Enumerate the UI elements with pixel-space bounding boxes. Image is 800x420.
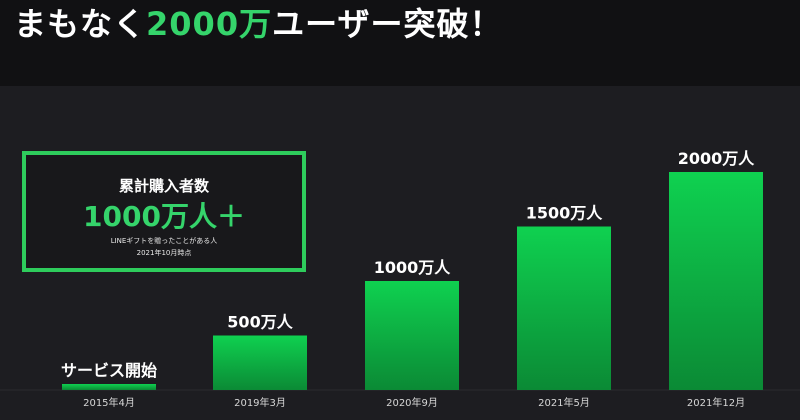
bar-1 bbox=[62, 384, 156, 390]
data-label-5: 2000万人 bbox=[678, 149, 756, 168]
x-tick-label-1: 2015年4月 bbox=[83, 396, 135, 409]
data-label-3: 1000万人 bbox=[374, 258, 452, 277]
callout-note-line2: 2021年10月時点 bbox=[136, 249, 192, 257]
headline-suffix: ユーザー突破！ bbox=[272, 5, 503, 43]
callout-title: 累計購入者数 bbox=[118, 177, 209, 195]
callout-value: 1000万人＋ bbox=[83, 200, 245, 233]
x-tick-label-5: 2021年12月 bbox=[687, 396, 745, 409]
bar-2 bbox=[213, 335, 307, 390]
x-tick-label-3: 2020年9月 bbox=[386, 396, 438, 409]
cumulative-buyers-callout: 累計購入者数 1000万人＋ LINEギフトを贈ったことがある人 2021年10… bbox=[22, 151, 306, 272]
data-label-2: 500万人 bbox=[227, 313, 293, 332]
callout-note-line1: LINEギフトを贈ったことがある人 bbox=[110, 237, 218, 245]
data-label-4: 1500万人 bbox=[526, 204, 604, 223]
x-tick-label-4: 2021年5月 bbox=[538, 396, 590, 409]
headline-highlight: 2000万 bbox=[146, 5, 273, 43]
header-band: まもなく2000万ユーザー突破！ bbox=[0, 0, 800, 86]
x-tick-label-2: 2019年3月 bbox=[234, 396, 286, 409]
bar-chart: サービス開始 2015年4月 500万人 2019年3月 1000万人 2020年9月 15… bbox=[0, 149, 800, 409]
headline-prefix: まもなく bbox=[14, 5, 147, 43]
bar-4 bbox=[517, 226, 611, 390]
bar-5 bbox=[669, 172, 763, 390]
data-label-1: サービス開始 bbox=[61, 361, 157, 380]
headline: まもなく2000万ユーザー突破！ bbox=[14, 2, 502, 46]
bar-3 bbox=[365, 281, 459, 390]
